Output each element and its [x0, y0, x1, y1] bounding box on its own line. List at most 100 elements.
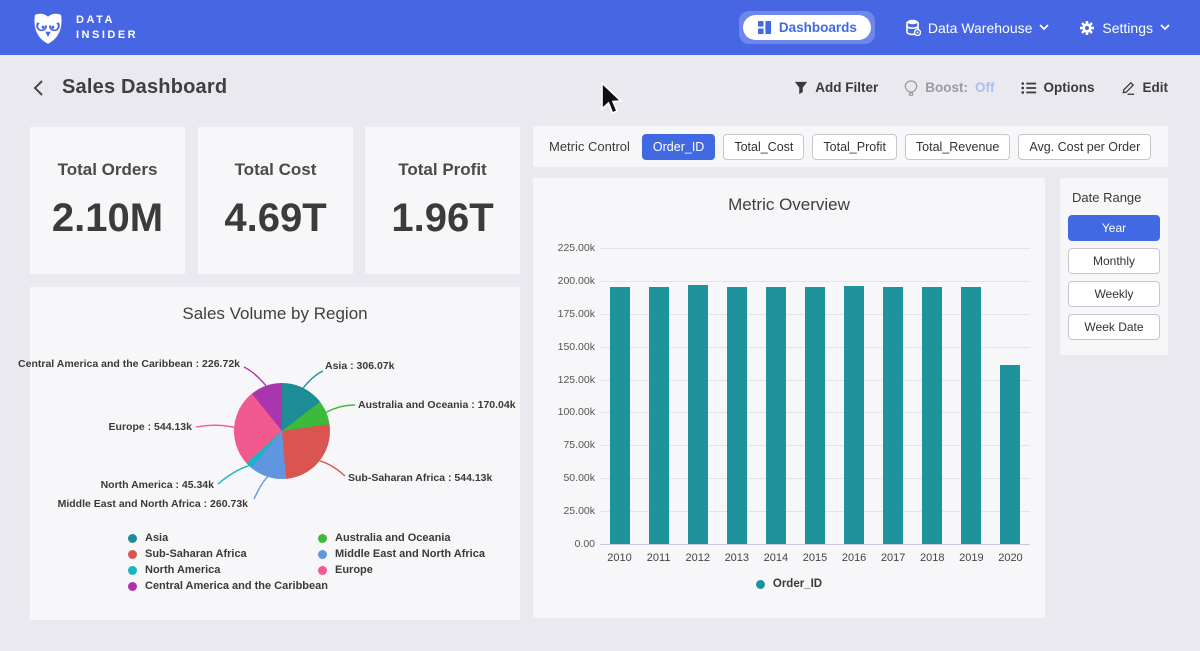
- legend-dot: [128, 550, 137, 559]
- bar-2017[interactable]: [883, 287, 903, 544]
- kpi-value: 2.10M: [52, 196, 163, 241]
- pie-chart-title: Sales Volume by Region: [30, 287, 520, 324]
- pie-slice-label-australia-and-oceania: Australia and Oceania : 170.04k: [358, 399, 516, 411]
- edit-button[interactable]: Edit: [1121, 80, 1169, 95]
- chevron-down-icon: [1039, 24, 1049, 31]
- legend-label: Central America and the Caribbean: [145, 580, 328, 592]
- legend-item-europe[interactable]: Europe: [318, 562, 485, 578]
- filter-icon: [794, 81, 808, 95]
- date-range-button-week-date[interactable]: Week Date: [1068, 314, 1160, 340]
- metric-control-bar: Metric Control Order_ID Total_Cost Total_P…: [533, 126, 1168, 167]
- pie-leader-line-sub-saharan-africa: [320, 461, 345, 476]
- x-axis-label-2017: 2017: [873, 552, 913, 564]
- x-axis-label-2020: 2020: [990, 552, 1030, 564]
- pie-chart-card: Sales Volume by Region Asia : 306.07k Aus…: [30, 287, 520, 620]
- legend-item-sub-saharan-africa[interactable]: Sub-Saharan Africa: [128, 546, 328, 562]
- metric-button-total-cost[interactable]: Total_Cost: [723, 134, 804, 160]
- pie-leader-line-north-america: [218, 466, 249, 484]
- kpi-label: Total Profit: [398, 160, 486, 180]
- add-filter-button[interactable]: Add Filter: [794, 80, 878, 95]
- boost-toggle[interactable]: Boost: Off: [904, 80, 994, 96]
- legend-item-middle-east-and-north-africa[interactable]: Middle East and North Africa: [318, 546, 485, 562]
- date-range-panel: Date Range Year Monthly Weekly Week Date: [1060, 178, 1168, 355]
- nav-dashboards-label: Dashboards: [779, 20, 857, 35]
- x-axis-label-2015: 2015: [795, 552, 835, 564]
- x-axis-label-2018: 2018: [912, 552, 952, 564]
- bar-2014[interactable]: [766, 287, 786, 544]
- x-axis-label-2019: 2019: [951, 552, 991, 564]
- date-range-button-monthly[interactable]: Monthly: [1068, 248, 1160, 274]
- bar-chart-legend[interactable]: Order_ID: [533, 576, 1045, 592]
- pie-chart[interactable]: [234, 383, 330, 479]
- y-axis-tick: 150.00k: [535, 341, 595, 353]
- bar-2011[interactable]: [649, 287, 669, 544]
- nav-settings-label: Settings: [1102, 20, 1153, 36]
- boost-status: Off: [975, 80, 995, 95]
- legend-label: Australia and Oceania: [335, 532, 451, 544]
- bar-2012[interactable]: [688, 285, 708, 544]
- legend-label: Europe: [335, 564, 373, 576]
- nav-data-warehouse-label: Data Warehouse: [928, 20, 1033, 36]
- pencil-icon: [1121, 80, 1136, 95]
- bar-2010[interactable]: [610, 287, 630, 544]
- date-range-button-weekly[interactable]: Weekly: [1068, 281, 1160, 307]
- bar-2015[interactable]: [805, 287, 825, 544]
- legend-dot: [318, 534, 327, 543]
- y-axis-tick: 225.00k: [535, 242, 595, 254]
- date-range-button-year[interactable]: Year: [1068, 215, 1160, 241]
- x-axis-label-2016: 2016: [834, 552, 874, 564]
- pie-slice-label-europe: Europe : 544.13k: [109, 421, 192, 433]
- date-range-label: Date Range: [1072, 190, 1160, 205]
- bar-2019[interactable]: [961, 287, 981, 544]
- legend-dot: [128, 582, 137, 591]
- nav-data-warehouse[interactable]: Data Warehouse: [905, 19, 1050, 36]
- pie-leader-line-middle-east-and-north-africa: [254, 477, 268, 499]
- y-axis-tick: 75.00k: [535, 439, 595, 451]
- pie-slice-label-sub-saharan-africa: Sub-Saharan Africa : 544.13k: [348, 472, 492, 484]
- pie-slice-label-north-america: North America : 45.34k: [101, 479, 214, 491]
- gridline: [600, 281, 1030, 282]
- gear-icon: [1079, 20, 1095, 36]
- bar-2020[interactable]: [1000, 365, 1020, 544]
- nav-dashboards[interactable]: Dashboards: [739, 11, 875, 44]
- date-range-buttons-group: Year Monthly Weekly Week Date: [1068, 215, 1160, 340]
- metric-button-total-revenue[interactable]: Total_Revenue: [905, 134, 1010, 160]
- legend-label: Order_ID: [773, 578, 822, 590]
- bar-2013[interactable]: [727, 287, 747, 544]
- gridline: [600, 248, 1030, 249]
- metric-button-total-profit[interactable]: Total_Profit: [812, 134, 897, 160]
- metric-button-avg-cost-per-order[interactable]: Avg. Cost per Order: [1018, 134, 1151, 160]
- kpi-card-total-profit: Total Profit 1.96T: [365, 127, 520, 274]
- bar-2018[interactable]: [922, 287, 942, 544]
- list-icon: [1021, 81, 1037, 95]
- y-axis-tick: 0.00: [535, 538, 595, 550]
- pie-slice-label-asia: Asia : 306.07k: [325, 360, 394, 372]
- legend-item-asia[interactable]: Asia: [128, 530, 328, 546]
- owl-logo-icon: [30, 10, 66, 46]
- pie-leader-line-europe: [196, 425, 234, 427]
- bar-chart-title: Metric Overview: [533, 178, 1045, 215]
- database-icon: [905, 19, 921, 36]
- metric-control-label: Metric Control: [549, 139, 630, 154]
- chevron-left-icon: [32, 79, 44, 97]
- legend-label: Middle East and North Africa: [335, 548, 485, 560]
- kpi-card-total-orders: Total Orders 2.10M: [30, 127, 185, 274]
- x-axis-label-2010: 2010: [600, 552, 640, 564]
- legend-item-central-america-and-the-caribbean[interactable]: Central America and the Caribbean: [128, 578, 328, 594]
- logo[interactable]: DATA INSIDER: [30, 10, 138, 46]
- nav-settings[interactable]: Settings: [1079, 20, 1170, 36]
- legend-item-australia-and-oceania[interactable]: Australia and Oceania: [318, 530, 485, 546]
- kpi-value: 4.69T: [224, 196, 326, 241]
- y-axis-tick: 175.00k: [535, 308, 595, 320]
- pie-leader-line-asia: [303, 371, 323, 388]
- back-button[interactable]: [32, 79, 44, 97]
- legend-item-north-america[interactable]: North America: [128, 562, 328, 578]
- chevron-down-icon: [1160, 24, 1170, 31]
- x-axis-label-2011: 2011: [639, 552, 679, 564]
- options-button[interactable]: Options: [1021, 80, 1095, 95]
- metric-button-order-id[interactable]: Order_ID: [642, 134, 715, 160]
- kpi-label: Total Cost: [235, 160, 317, 180]
- pie-leader-line-australia-and-oceania: [326, 405, 355, 412]
- bar-2016[interactable]: [844, 286, 864, 544]
- y-axis-tick: 125.00k: [535, 374, 595, 386]
